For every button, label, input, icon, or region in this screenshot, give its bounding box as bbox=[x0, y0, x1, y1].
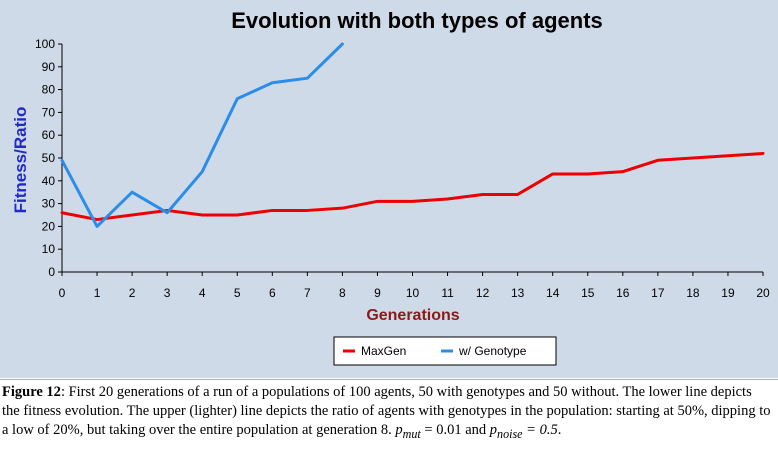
p-noise-subscript: noise bbox=[497, 426, 523, 441]
y-tick-label: 60 bbox=[42, 128, 56, 142]
x-axis-label: Generations bbox=[366, 307, 459, 324]
y-tick-label: 100 bbox=[35, 37, 55, 51]
axes bbox=[61, 44, 763, 273]
x-tick-label: 4 bbox=[199, 286, 206, 300]
x-axis-ticks: 0 1 2 3 4 5 6 7 8 9 10 11 12 13 14 15 16 17 18 19 20 bbox=[59, 272, 770, 300]
p-noise-symbol: p bbox=[489, 422, 498, 438]
series-line-0 bbox=[60, 151, 765, 222]
x-tick-label: 19 bbox=[721, 286, 735, 300]
x-tick-label: 15 bbox=[581, 286, 595, 300]
y-tick-label: 10 bbox=[42, 242, 56, 256]
x-tick-label: 12 bbox=[476, 286, 490, 300]
caption-end: . bbox=[557, 422, 562, 438]
caption-label: Figure 12 bbox=[2, 384, 61, 400]
x-tick-label: 9 bbox=[374, 286, 381, 300]
p-mut-value: = 0.01 and bbox=[420, 422, 490, 438]
x-tick-label: 7 bbox=[304, 286, 311, 300]
y-tick-label: 30 bbox=[42, 197, 56, 211]
x-tick-label: 10 bbox=[406, 286, 420, 300]
legend-label-1: w/ Genotype bbox=[458, 344, 527, 358]
y-tick-label: 70 bbox=[42, 105, 56, 119]
y-tick-label: 20 bbox=[42, 219, 56, 233]
series-line-1 bbox=[60, 42, 344, 228]
x-tick-label: 0 bbox=[59, 286, 66, 300]
p-noise-value: = 0.5 bbox=[522, 422, 558, 438]
x-tick-label: 18 bbox=[686, 286, 700, 300]
y-tick-label: 40 bbox=[42, 174, 56, 188]
x-tick-label: 16 bbox=[616, 286, 630, 300]
x-tick-label: 3 bbox=[164, 286, 171, 300]
x-tick-label: 1 bbox=[94, 286, 101, 300]
series-layer bbox=[60, 42, 765, 228]
p-mut-symbol: p bbox=[395, 422, 403, 438]
x-tick-label: 20 bbox=[756, 286, 770, 300]
y-tick-label: 80 bbox=[42, 83, 56, 97]
chart-panel: Evolution with both types of agents Fitn… bbox=[0, 0, 778, 378]
y-tick-label: 0 bbox=[48, 265, 55, 279]
legend: MaxGen w/ Genotype bbox=[333, 336, 557, 366]
caption-body: : First 20 generations of a run of a pop… bbox=[2, 384, 771, 438]
figure-caption: Figure 12: First 20 generations of a run… bbox=[0, 379, 778, 463]
x-tick-label: 17 bbox=[651, 286, 665, 300]
y-tick-label: 50 bbox=[42, 151, 56, 165]
caption-text: Figure 12: First 20 generations of a run… bbox=[2, 383, 772, 444]
x-tick-label: 11 bbox=[441, 286, 454, 300]
chart-title: Evolution with both types of agents bbox=[231, 8, 603, 33]
x-tick-label: 2 bbox=[129, 286, 136, 300]
y-axis-ticks: 0 10 20 30 40 50 60 70 80 90 100 bbox=[35, 37, 62, 279]
x-tick-label: 13 bbox=[511, 286, 525, 300]
legend-label-0: MaxGen bbox=[361, 344, 406, 358]
x-tick-label: 6 bbox=[269, 286, 276, 300]
x-tick-label: 14 bbox=[546, 286, 560, 300]
line-chart: Evolution with both types of agents Fitn… bbox=[11, 8, 770, 366]
x-tick-label: 8 bbox=[339, 286, 346, 300]
p-mut-subscript: mut bbox=[402, 426, 421, 441]
x-tick-label: 5 bbox=[234, 286, 241, 300]
y-tick-label: 90 bbox=[42, 60, 56, 74]
y-axis-label: Fitness/Ratio bbox=[11, 107, 30, 214]
